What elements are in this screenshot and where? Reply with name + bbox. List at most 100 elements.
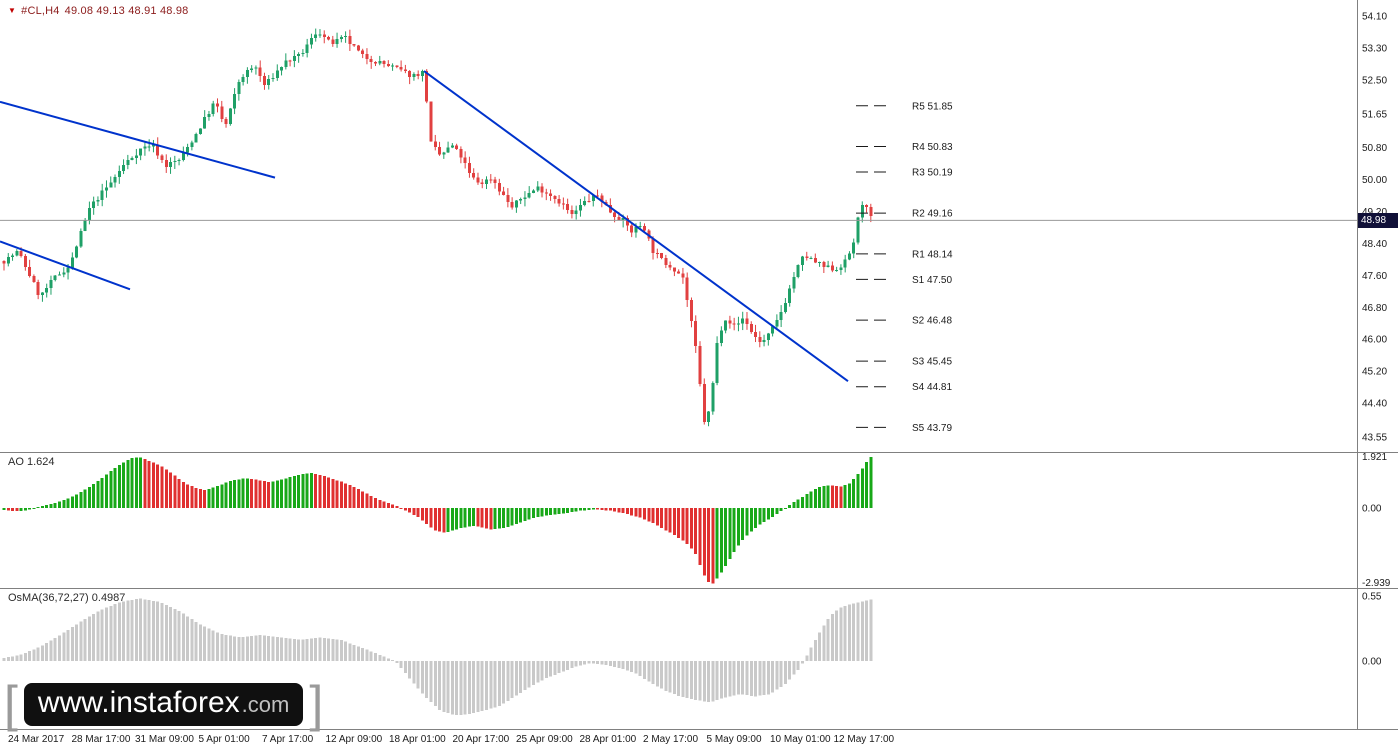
candle-body — [53, 275, 57, 281]
ao-bar — [574, 508, 578, 512]
osma-scale-mid: 0.00 — [1362, 657, 1382, 668]
osma-bar — [45, 642, 49, 661]
osma-bar — [519, 661, 523, 693]
candle-body — [749, 324, 753, 332]
osma-bar — [147, 600, 151, 661]
osma-bar — [70, 627, 74, 661]
candle-body — [860, 204, 864, 218]
ao-bar — [292, 476, 296, 508]
time-axis-label: 28 Apr 01:00 — [580, 734, 637, 745]
osma-bar — [314, 637, 318, 661]
osma-bar — [40, 645, 44, 661]
ao-bar — [331, 478, 335, 508]
osma-bar — [339, 640, 343, 661]
candle-body — [177, 160, 181, 162]
osma-bar — [258, 635, 262, 661]
osma-bar — [587, 661, 591, 664]
ao-bar — [540, 508, 544, 517]
candle-body — [66, 267, 70, 273]
trendline[interactable] — [423, 70, 849, 382]
osma-bar — [181, 613, 185, 661]
candle-body — [839, 267, 843, 270]
candle-body — [463, 157, 467, 163]
trendline[interactable] — [0, 240, 131, 291]
ao-bar — [809, 491, 813, 508]
candle-body — [198, 128, 202, 134]
osma-bar — [544, 661, 548, 679]
osma-bar — [442, 661, 446, 712]
osma-bar — [869, 599, 873, 661]
ao-bar — [715, 508, 719, 579]
ao-bar — [66, 498, 70, 508]
candle-body — [408, 70, 412, 78]
osma-bar — [301, 639, 305, 661]
candle-body — [493, 179, 497, 183]
ao-bar — [122, 462, 126, 508]
osma-bar — [87, 616, 91, 661]
ao-bar — [177, 478, 181, 508]
ao-bar — [100, 478, 104, 508]
candle-body — [668, 264, 672, 268]
candle-body — [58, 274, 62, 276]
candle-body — [818, 262, 822, 264]
pivot-label: R4 50.83 — [912, 142, 953, 153]
candle-body — [15, 250, 19, 256]
osma-bar — [698, 661, 702, 701]
ao-indicator-label: AO 1.624 — [8, 456, 55, 468]
candle-body — [527, 192, 531, 198]
ao-bar — [130, 458, 134, 508]
osma-bar — [331, 638, 335, 661]
osma-bar — [327, 638, 331, 661]
osma-bar — [865, 600, 869, 661]
pivot-label: S1 47.50 — [912, 275, 952, 286]
osma-bar — [32, 649, 36, 661]
pivot-label: S2 46.48 — [912, 316, 952, 327]
candle-body — [382, 60, 386, 65]
candle-body — [23, 256, 27, 267]
candle-body — [732, 323, 736, 325]
price-tick-label: 50.00 — [1362, 175, 1387, 186]
ao-bar — [800, 496, 804, 508]
candle-body — [130, 158, 134, 161]
osma-bar — [211, 630, 215, 661]
ao-bar — [433, 508, 437, 531]
candle-body — [271, 78, 275, 80]
ao-bar — [245, 478, 249, 508]
candle-body — [685, 277, 689, 300]
candle-body — [613, 212, 617, 218]
ao-bar — [70, 496, 74, 508]
candle-body — [809, 257, 813, 259]
ao-bar — [651, 508, 655, 524]
symbol-timeframe-label: #CL,H4 — [21, 5, 60, 17]
osma-bar — [344, 641, 348, 661]
osma-bar — [386, 658, 390, 661]
osma-bar — [694, 661, 698, 701]
candle-body — [523, 197, 527, 200]
candle-body — [711, 383, 715, 412]
candle-body — [852, 242, 856, 254]
osma-bar — [130, 599, 134, 661]
osma-bar — [455, 661, 459, 716]
osma-bar — [732, 661, 736, 696]
pivot-label: S3 45.45 — [912, 357, 952, 368]
ao-bar — [489, 508, 493, 530]
osma-bar — [728, 661, 732, 697]
osma-bar — [796, 661, 800, 671]
osma-bar — [403, 661, 407, 674]
candle-body — [800, 256, 804, 266]
osma-bar — [378, 655, 382, 661]
candle-body — [724, 320, 728, 331]
ao-bar — [11, 508, 15, 511]
trendline[interactable] — [0, 100, 276, 179]
candle-body — [75, 246, 79, 258]
osma-bar — [783, 661, 787, 685]
osma-bar — [361, 647, 365, 661]
candle-body — [79, 230, 83, 247]
price-tick-label: 51.65 — [1362, 109, 1387, 120]
osma-bar — [672, 661, 676, 695]
osma-bar — [391, 660, 395, 662]
ao-bar — [233, 480, 237, 508]
candle-body — [472, 173, 476, 178]
osma-bar — [420, 661, 424, 694]
